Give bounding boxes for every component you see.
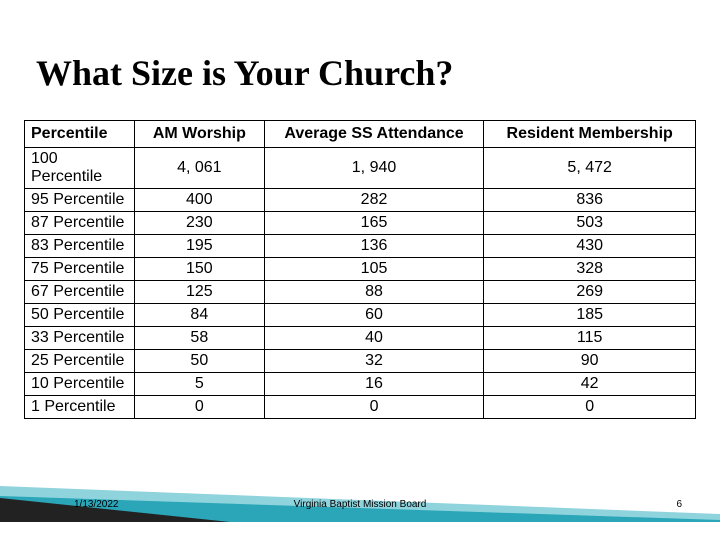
table-cell: 50 Percentile [25, 304, 135, 327]
table-cell: 67 Percentile [25, 281, 135, 304]
footer-page-number: 6 [676, 499, 682, 510]
percentile-table-wrap: Percentile AM Worship Average SS Attenda… [24, 120, 696, 419]
table-cell: 136 [264, 235, 484, 258]
table-cell: 60 [264, 304, 484, 327]
table-cell: 1 Percentile [25, 396, 135, 419]
table-row: 67 Percentile12588269 [25, 281, 696, 304]
table-row: 10 Percentile51642 [25, 373, 696, 396]
table-cell: 105 [264, 258, 484, 281]
table-cell: 1, 940 [264, 148, 484, 189]
slide-footer: 1/13/2022 Virginia Baptist Mission Board… [0, 482, 720, 512]
header-resident-membership: Resident Membership [484, 121, 696, 148]
table-cell: 0 [264, 396, 484, 419]
table-cell: 33 Percentile [25, 327, 135, 350]
table-cell: 87 Percentile [25, 212, 135, 235]
table-cell: 50 [134, 350, 264, 373]
table-cell: 430 [484, 235, 696, 258]
table-row: 33 Percentile5840115 [25, 327, 696, 350]
table-cell: 115 [484, 327, 696, 350]
table-cell: 4, 061 [134, 148, 264, 189]
table-row: 87 Percentile230165503 [25, 212, 696, 235]
table-cell: 5 [134, 373, 264, 396]
table-cell: 16 [264, 373, 484, 396]
table-cell: 282 [264, 189, 484, 212]
table-cell: 84 [134, 304, 264, 327]
header-am-worship: AM Worship [134, 121, 264, 148]
table-cell: 100 Percentile [25, 148, 135, 189]
table-cell: 165 [264, 212, 484, 235]
table-cell: 90 [484, 350, 696, 373]
table-cell: 95 Percentile [25, 189, 135, 212]
table-row: 100 Percentile4, 0611, 9405, 472 [25, 148, 696, 189]
table-cell: 5, 472 [484, 148, 696, 189]
table-cell: 88 [264, 281, 484, 304]
table-cell: 83 Percentile [25, 235, 135, 258]
table-cell: 75 Percentile [25, 258, 135, 281]
footer-center-text: Virginia Baptist Mission Board [0, 499, 720, 510]
table-cell: 195 [134, 235, 264, 258]
header-avg-ss: Average SS Attendance [264, 121, 484, 148]
table-cell: 503 [484, 212, 696, 235]
table-cell: 0 [484, 396, 696, 419]
table-cell: 58 [134, 327, 264, 350]
table-cell: 328 [484, 258, 696, 281]
table-header-row: Percentile AM Worship Average SS Attenda… [25, 121, 696, 148]
page-title: What Size is Your Church? [36, 52, 453, 94]
table-cell: 269 [484, 281, 696, 304]
table-cell: 125 [134, 281, 264, 304]
header-percentile: Percentile [25, 121, 135, 148]
table-cell: 185 [484, 304, 696, 327]
table-row: 83 Percentile195136430 [25, 235, 696, 258]
table-row: 1 Percentile000 [25, 396, 696, 419]
table-cell: 230 [134, 212, 264, 235]
table-row: 25 Percentile503290 [25, 350, 696, 373]
table-cell: 400 [134, 189, 264, 212]
table-cell: 32 [264, 350, 484, 373]
table-cell: 40 [264, 327, 484, 350]
table-row: 95 Percentile400282836 [25, 189, 696, 212]
table-cell: 836 [484, 189, 696, 212]
table-cell: 0 [134, 396, 264, 419]
table-cell: 150 [134, 258, 264, 281]
percentile-table: Percentile AM Worship Average SS Attenda… [24, 120, 696, 419]
table-row: 50 Percentile8460185 [25, 304, 696, 327]
table-cell: 42 [484, 373, 696, 396]
table-cell: 25 Percentile [25, 350, 135, 373]
table-row: 75 Percentile150105328 [25, 258, 696, 281]
table-cell: 10 Percentile [25, 373, 135, 396]
